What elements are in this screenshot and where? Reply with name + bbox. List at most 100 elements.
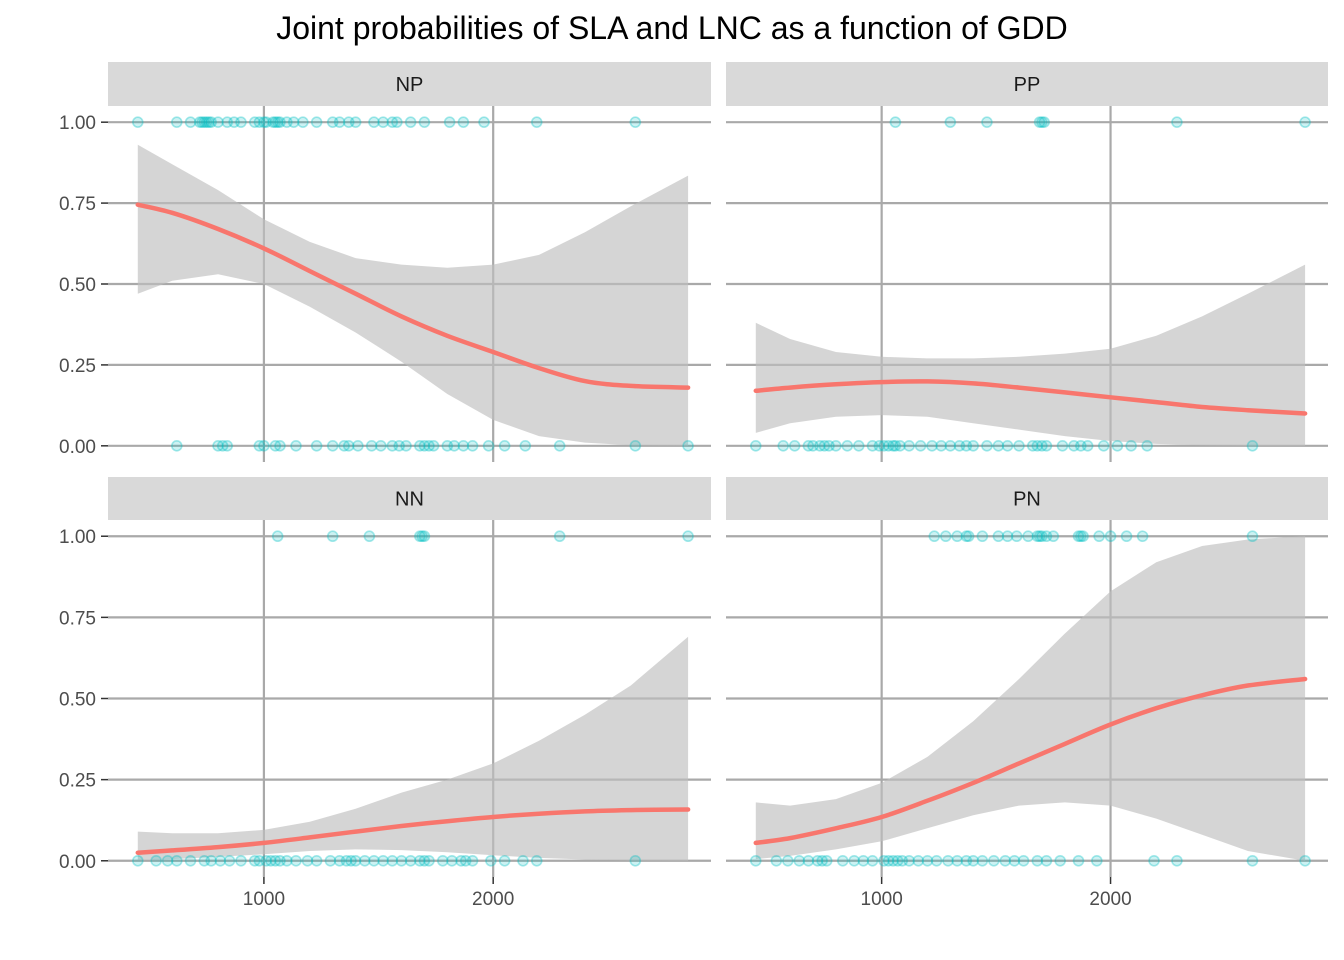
data-point	[274, 440, 286, 452]
data-point	[1141, 440, 1153, 452]
data-point	[281, 854, 293, 867]
data-point	[214, 854, 227, 867]
fit-line	[753, 379, 1308, 416]
data-point	[258, 116, 270, 128]
data-point	[1033, 116, 1046, 128]
data-point	[365, 440, 378, 452]
panel-pp: PP	[726, 62, 1328, 462]
data-point	[852, 440, 865, 452]
data-point	[988, 854, 1000, 867]
data-point	[1036, 530, 1048, 543]
data-point	[820, 854, 833, 867]
data-point	[221, 440, 234, 452]
data-point	[269, 440, 282, 452]
data-point	[198, 854, 211, 867]
data-point	[498, 440, 511, 452]
data-point	[352, 440, 364, 452]
data-point	[939, 530, 952, 543]
data-point	[349, 116, 362, 128]
data-point	[216, 440, 229, 452]
data-point	[976, 530, 989, 543]
data-point	[962, 530, 975, 543]
data-point	[342, 116, 355, 128]
data-point	[1072, 530, 1085, 543]
data-point	[393, 440, 405, 452]
data-point	[530, 854, 543, 867]
data-point	[866, 854, 879, 867]
data-point	[260, 854, 273, 867]
data-point	[342, 440, 355, 452]
data-point	[942, 854, 954, 867]
data-point	[896, 854, 909, 867]
data-point	[1001, 530, 1014, 543]
data-point	[170, 440, 183, 452]
data-point	[269, 854, 282, 867]
data-point	[1038, 116, 1050, 128]
y-tick-label: 1.00	[59, 113, 96, 134]
data-point	[1022, 530, 1034, 543]
data-point	[290, 854, 302, 867]
data-point	[1104, 530, 1117, 543]
data-point	[466, 440, 479, 452]
fit-line	[135, 202, 691, 390]
data-point	[793, 854, 806, 867]
data-point	[223, 854, 236, 867]
data-point	[414, 440, 426, 452]
data-point	[212, 116, 224, 128]
data-point	[1171, 854, 1183, 867]
data-point	[1040, 854, 1053, 867]
strip-background	[108, 62, 711, 106]
y-tick-label: 0.25	[59, 771, 96, 792]
data-point	[377, 854, 389, 867]
confidence-band	[137, 144, 689, 446]
confidence-band	[755, 264, 1306, 446]
data-point	[889, 116, 902, 128]
data-point	[1299, 116, 1311, 128]
data-point	[205, 854, 217, 867]
data-point	[377, 116, 389, 128]
data-point	[944, 116, 957, 128]
data-point	[882, 854, 895, 867]
fit-line	[135, 807, 691, 855]
data-point	[253, 854, 266, 867]
data-point	[1013, 440, 1025, 452]
data-point	[914, 440, 927, 452]
data-point	[1299, 854, 1311, 867]
data-point	[682, 530, 694, 543]
data-point	[326, 116, 339, 128]
data-point	[248, 854, 261, 867]
data-point	[267, 116, 279, 128]
fit-line	[753, 676, 1308, 846]
data-point	[857, 854, 870, 867]
data-point	[814, 440, 826, 452]
data-point	[1081, 440, 1094, 452]
y-tick-label: 0.25	[59, 356, 96, 377]
data-point	[200, 116, 213, 128]
x-tick-label: 1000	[243, 889, 285, 910]
data-point	[802, 854, 815, 867]
data-point	[455, 854, 467, 867]
data-point	[629, 440, 642, 452]
data-point	[1056, 440, 1069, 452]
data-point	[212, 440, 224, 452]
data-point	[926, 440, 938, 452]
data-point	[448, 440, 461, 452]
data-point	[386, 854, 399, 867]
strip-background	[726, 477, 1328, 520]
panel-nn: NN 0.00 0.25 0.50 0.75 1.00 1000 2000	[59, 477, 711, 910]
data-point	[404, 116, 417, 128]
data-point	[553, 530, 566, 543]
data-point	[193, 116, 206, 128]
data-point	[1040, 440, 1053, 452]
data-point	[1040, 530, 1053, 543]
data-point	[1246, 854, 1259, 867]
data-point	[482, 440, 495, 452]
data-point	[1072, 854, 1085, 867]
data-point	[287, 116, 300, 128]
x-tick-label: 2000	[1089, 889, 1131, 910]
data-point	[326, 440, 339, 452]
data-point	[418, 854, 431, 867]
data-point	[935, 440, 947, 452]
data-point	[992, 530, 1005, 543]
data-point	[345, 854, 357, 867]
